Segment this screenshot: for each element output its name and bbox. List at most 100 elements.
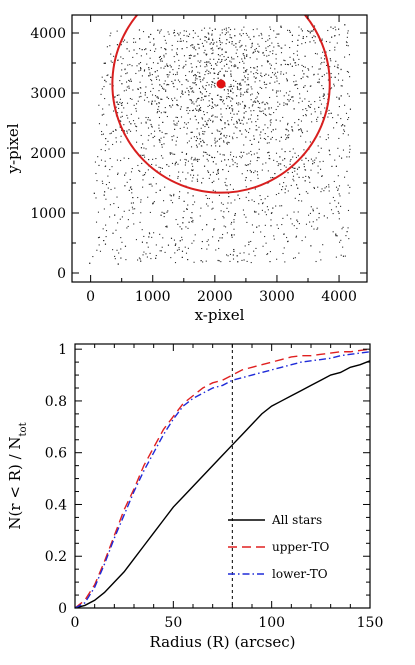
star-point [254,81,256,83]
star-point [262,163,264,165]
star-point [245,45,247,47]
star-point [212,120,214,122]
star-point [327,79,329,81]
star-point [334,200,336,202]
star-point [269,38,271,40]
star-point [176,88,178,90]
star-point [186,208,188,210]
star-point [257,115,259,117]
star-point [194,159,196,161]
star-point [312,221,314,223]
star-point [233,219,235,221]
star-point [297,221,299,223]
star-point [181,236,183,238]
star-point [197,53,199,55]
star-point [213,180,215,182]
star-point [205,36,207,38]
star-point [314,108,316,110]
star-point [242,94,244,96]
star-point [219,61,221,63]
star-point [140,122,142,124]
star-point [277,164,279,167]
star-point [163,54,165,56]
star-point [269,51,271,53]
star-point [180,40,182,42]
star-point [106,46,108,48]
star-point [211,33,213,35]
star-point [202,124,204,126]
star-point [180,106,182,108]
star-point [209,62,211,64]
star-point [251,93,253,95]
star-point [225,58,227,60]
star-point [123,130,125,132]
star-point [166,133,168,135]
star-point [307,69,310,71]
star-point [309,141,311,143]
star-point [101,88,103,90]
star-point [285,128,287,130]
star-point [281,205,283,207]
star-point [178,34,180,36]
star-point [246,221,248,223]
star-point [105,198,107,200]
legend-label: lower-TO [272,567,328,581]
star-point [155,48,157,50]
map-x-axis-label: x-pixel [195,306,245,324]
star-point [121,216,123,218]
star-point [178,197,180,199]
star-point [138,96,140,98]
star-point [236,102,238,104]
star-point [317,145,319,147]
star-point [148,101,150,103]
star-point [113,203,115,205]
star-point [280,25,282,27]
star-point [313,25,316,27]
star-point [261,102,263,104]
star-point [256,152,258,154]
star-point [193,48,195,50]
star-point [258,225,260,227]
star-point [158,106,160,108]
star-point [157,29,159,31]
star-point [258,45,260,47]
star-point [243,112,245,114]
star-point [238,83,240,85]
star-point [171,202,174,204]
star-point [305,108,307,110]
star-point [284,44,286,46]
star-point [302,76,304,78]
star-point [265,242,267,244]
star-point [213,84,215,86]
star-point [189,57,191,59]
star-point [286,214,288,216]
star-point [151,102,153,104]
star-point [271,176,274,179]
star-point [235,65,237,67]
star-point [140,69,142,71]
star-point [96,180,98,182]
star-point [157,75,159,77]
star-point [214,190,216,192]
star-point [174,252,176,254]
star-point [243,54,245,57]
star-point [163,88,165,90]
star-point [233,221,235,223]
star-point [270,76,272,78]
star-point [135,72,137,75]
star-point [138,169,140,172]
star-point [310,245,312,247]
star-point [293,74,295,76]
star-point [303,73,305,75]
star-point [147,196,149,198]
star-point [332,27,334,30]
star-point [167,31,169,33]
star-point [226,207,228,209]
star-point [307,30,309,32]
star-point [344,255,346,257]
star-point [153,145,155,147]
star-point [157,62,159,64]
star-point [220,210,222,212]
star-point [209,104,211,106]
cluster-center-marker [216,79,226,89]
